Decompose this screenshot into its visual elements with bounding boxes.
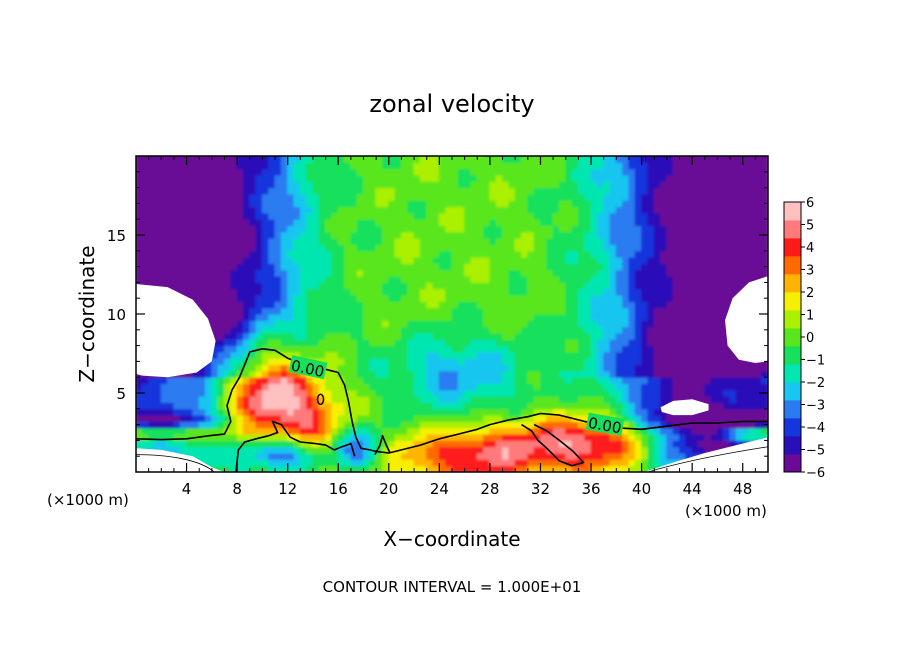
colorbar-tick-label: 1 (806, 309, 814, 324)
colorbar-tick-label: −1 (806, 354, 825, 369)
colorbar-tick-label: −4 (806, 421, 825, 436)
x-tick-label: 4 (182, 480, 192, 498)
colorbar-tick-label: 5 (806, 219, 814, 234)
colorbar-swatch (784, 256, 801, 274)
x-tick-label: 36 (581, 480, 600, 498)
colorbar-swatch (784, 220, 801, 238)
colorbar-swatch (784, 382, 801, 400)
y-tick-label: 10 (107, 306, 126, 324)
velocity-field (136, 149, 769, 472)
x-unit-label-left: (×1000 m) (47, 491, 129, 509)
x-tick-label: 20 (379, 480, 398, 498)
x-tick-label: 24 (430, 480, 449, 498)
colorbar-tick-label: −2 (806, 376, 825, 391)
colorbar-swatch (784, 346, 801, 364)
colorbar-tick-label: 3 (806, 264, 814, 279)
colorbar-swatch (784, 202, 801, 220)
contour-interval-footer: CONTOUR INTERVAL = 1.000E+01 (323, 578, 582, 596)
x-tick-label: 28 (480, 480, 499, 498)
colorbar-tick-label: −3 (806, 399, 825, 414)
y-axis-label: Z−coordinate (75, 245, 99, 382)
colorbar-swatch (784, 328, 801, 346)
y-tick-label: 5 (116, 385, 126, 403)
x-tick-label: 8 (232, 480, 242, 498)
chart-title: zonal velocity (369, 90, 534, 118)
colorbar-swatch (784, 238, 801, 256)
colorbar-tick-label: −6 (806, 466, 825, 481)
colorbar-swatch (784, 310, 801, 328)
colorbar-swatch (784, 436, 801, 454)
colorbar-tick-label: 2 (806, 286, 814, 301)
colorbar-tick-label: 0 (806, 331, 814, 346)
colorbar-tick-label: −5 (806, 444, 825, 459)
colorbar-swatch (784, 400, 801, 418)
colorbar: 6 5 4 3 2 1 0 −1 −2 −3 −4 −5 −6 (784, 196, 825, 481)
plot-area: 0.000.00 (136, 149, 769, 472)
y-tick-label: 15 (107, 227, 126, 245)
colorbar-swatch (784, 454, 801, 472)
x-tick-label: 16 (329, 480, 348, 498)
x-axis-label: X−coordinate (383, 527, 520, 551)
colorbar-swatch (784, 364, 801, 382)
colorbar-swatch (784, 274, 801, 292)
colorbar-tick-label: 4 (806, 241, 814, 256)
x-unit-label-right: (×1000 m) (685, 502, 767, 520)
x-tick-label: 12 (278, 480, 297, 498)
colorbar-swatch (784, 418, 801, 436)
x-tick-label: 44 (683, 480, 702, 498)
x-tick-label: 40 (632, 480, 651, 498)
x-tick-label: 48 (733, 480, 752, 498)
colorbar-swatch (784, 292, 801, 310)
x-tick-label: 32 (531, 480, 550, 498)
colorbar-tick-label: 6 (806, 196, 814, 211)
